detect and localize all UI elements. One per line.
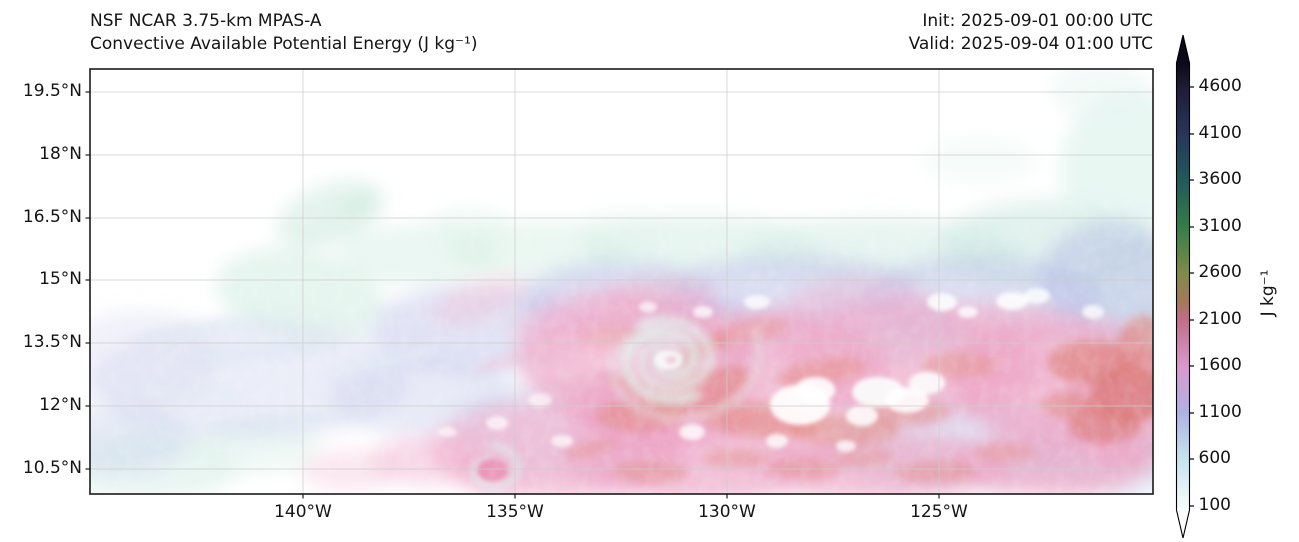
colorbar-axis-label: J kg⁻¹	[1258, 269, 1278, 317]
cape-shade-blob	[920, 135, 1040, 185]
y-tick-label: 10.5°N	[22, 458, 82, 478]
colorbar-tick-label: 2100	[1198, 309, 1242, 329]
colorbar-tick-label: 1100	[1198, 402, 1242, 422]
y-tick-label: 12°N	[39, 395, 82, 415]
convective-speckle-texture	[90, 200, 1153, 494]
y-tick-label: 19.5°N	[22, 81, 82, 101]
x-tick-label: 130°W	[698, 502, 756, 522]
x-tick-label: 125°W	[910, 502, 968, 522]
valid-time-label: Valid: 2025-09-04 01:00 UTC	[908, 34, 1153, 54]
plot-title-model: NSF NCAR 3.75-km MPAS-A	[90, 11, 322, 31]
plot-title-variable: Convective Available Potential Energy (J…	[90, 34, 478, 54]
y-tick-label: 16.5°N	[22, 207, 82, 227]
init-time-label: Init: 2025-09-01 00:00 UTC	[922, 11, 1153, 31]
y-tick-label: 13.5°N	[22, 332, 82, 352]
colorbar-tick-label: 4600	[1198, 76, 1242, 96]
plot-border	[89, 68, 1154, 495]
colorbar-tick-label: 600	[1198, 448, 1231, 468]
y-tick-label: 15°N	[39, 269, 82, 289]
colorbar-gradient-bar	[1175, 34, 1191, 539]
colorbar-tick-label: 1600	[1198, 355, 1242, 375]
x-tick-label: 135°W	[486, 502, 544, 522]
colorbar	[1175, 34, 1194, 539]
time-block: Init: 2025-09-01 00:00 UTC Valid: 2025-0…	[909, 10, 1153, 56]
colorbar-tick-label: 3600	[1198, 169, 1242, 189]
y-tick-label: 18°N	[39, 144, 82, 164]
cape-field	[90, 69, 1153, 494]
colorbar-tick-label: 100	[1198, 495, 1231, 515]
colorbar-tick-label: 4100	[1198, 123, 1242, 143]
colorbar-tick-label: 3100	[1198, 216, 1242, 236]
x-tick-label: 140°W	[274, 502, 332, 522]
grid-lines	[90, 69, 1153, 494]
colorbar-tick-label: 2600	[1198, 262, 1242, 282]
cape-shade-blob	[1050, 69, 1150, 118]
title-block: NSF NCAR 3.75-km MPAS-A Convective Avail…	[90, 10, 477, 56]
